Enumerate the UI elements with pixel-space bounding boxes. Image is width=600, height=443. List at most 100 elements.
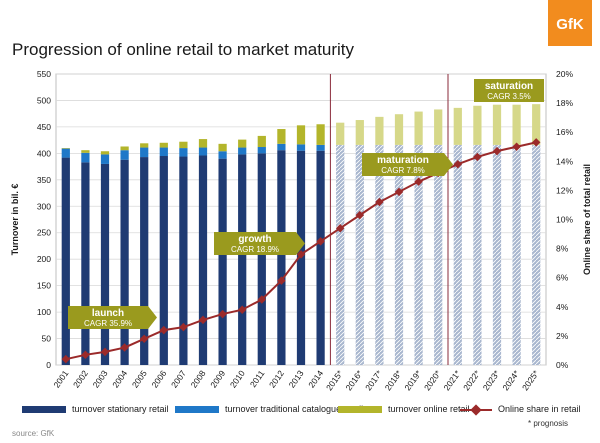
x-tick-label: 2002 <box>71 368 90 389</box>
bar-online <box>100 151 110 155</box>
legend-stationary-swatch <box>22 406 66 414</box>
bar-stationary <box>140 157 149 365</box>
bar-stationary <box>434 150 443 365</box>
legend-online-label: turnover online retail <box>388 404 470 414</box>
x-tick-label: 2018* <box>383 368 404 393</box>
share-marker <box>81 350 90 360</box>
legend-share-swatch <box>460 403 492 416</box>
bar-catalogue <box>434 144 443 151</box>
bar-online <box>414 111 423 145</box>
bar-stationary <box>473 150 482 365</box>
x-tick-label: 2023* <box>481 368 502 393</box>
x-tick-label: 2022* <box>461 368 482 393</box>
bar-catalogue <box>316 144 325 151</box>
bar-catalogue <box>120 150 129 160</box>
phase-name: maturation <box>377 155 429 166</box>
bar-stationary <box>336 150 345 365</box>
bar-stationary <box>238 154 247 365</box>
bar-stationary <box>257 153 266 365</box>
chart: 0 50 100 150 200 250 300 350 400 450 500 550 0% 2% 4% 6… <box>10 69 592 393</box>
bar-online <box>492 104 502 145</box>
share-marker <box>100 347 110 357</box>
bar-online <box>316 124 325 145</box>
bar-catalogue <box>238 147 247 155</box>
y2-tick-label: 14% <box>556 156 573 166</box>
bar-stationary <box>316 150 325 365</box>
bar-catalogue <box>257 147 266 154</box>
bar-catalogue <box>159 147 168 157</box>
x-tick-label: 2013 <box>287 368 306 389</box>
x-tick-label: 2007 <box>169 368 188 389</box>
bar-online <box>81 150 90 153</box>
y2-axis-title: Online share of total retail <box>582 164 592 275</box>
bar-stationary <box>453 150 462 365</box>
x-tick-label: 2019* <box>402 368 423 393</box>
phase-cagr: CAGR 3.5% <box>487 92 531 101</box>
bar-online <box>355 120 364 145</box>
y-tick-label: 350 <box>37 175 51 185</box>
bar-stationary <box>179 156 188 365</box>
bar-catalogue <box>355 144 364 151</box>
x-tick-label: 2010 <box>228 368 247 389</box>
bar-catalogue <box>375 144 384 151</box>
share-marker <box>218 309 227 319</box>
y2-tick-label: 6% <box>556 273 569 283</box>
legend-stationary: turnover stationary retail <box>22 404 169 416</box>
phase-box-saturation <box>474 79 544 102</box>
share-marker <box>139 334 149 344</box>
bar-stationary <box>277 150 286 365</box>
bar-stationary <box>394 150 404 365</box>
legend-share-label: Online share in retail <box>498 404 581 414</box>
x-tick-label: 2015* <box>324 368 345 393</box>
phase-box-arrow <box>148 306 157 329</box>
share-marker <box>394 187 404 197</box>
x-tick-label: 2008 <box>189 368 208 389</box>
bar-stationary <box>218 158 227 365</box>
share-marker <box>453 159 463 169</box>
bar-online <box>453 107 462 145</box>
bar-stationary <box>81 162 90 365</box>
bar-stationary <box>100 163 110 365</box>
bar-online <box>218 143 227 152</box>
phase-box-arrow <box>444 153 453 176</box>
bar-stationary <box>375 150 384 365</box>
y-tick-label: 0 <box>46 360 51 370</box>
bar-stationary <box>159 156 168 365</box>
phase-box-arrow <box>296 232 305 255</box>
share-marker <box>414 177 423 186</box>
bar-online <box>120 146 129 151</box>
phase-cagr: CAGR 35.9% <box>84 319 132 328</box>
y2-tick-label: 18% <box>556 98 573 108</box>
bar-catalogue <box>100 154 110 164</box>
x-tick-label: 2011 <box>248 368 267 389</box>
y-tick-label: 500 <box>37 95 51 105</box>
bar-catalogue <box>532 144 541 151</box>
page-title: Progression of online retail to market m… <box>12 40 355 59</box>
share-marker <box>473 152 482 162</box>
bar-online <box>394 114 404 145</box>
gfk-logo: GfK <box>548 0 592 46</box>
share-marker <box>179 322 188 332</box>
bar-catalogue <box>218 151 227 159</box>
bar-stationary <box>492 150 502 365</box>
bar-catalogue <box>414 144 423 151</box>
x-tick-label: 2004 <box>110 368 129 389</box>
bar-online <box>277 129 286 144</box>
y2-tick-label: 2% <box>556 331 569 341</box>
legend-stationary-label: turnover stationary retail <box>72 404 169 414</box>
y-tick-label: 450 <box>37 122 51 132</box>
x-tick-label: 2017* <box>363 368 384 393</box>
y2-tick-label: 4% <box>556 302 569 312</box>
bar-stationary <box>355 150 364 365</box>
phase-cagr: CAGR 7.8% <box>381 166 425 175</box>
y-tick-label: 100 <box>37 307 51 317</box>
share-marker <box>120 343 129 352</box>
legend-catalogue: turnover traditional catalogue retail <box>175 404 363 416</box>
phase-box-maturation <box>362 153 444 176</box>
bar-stationary <box>532 150 541 365</box>
y2-tick-label: 12% <box>556 185 573 195</box>
y-tick-label: 150 <box>37 281 51 291</box>
bar-online <box>238 139 247 148</box>
x-tick-label: 2001 <box>51 368 70 389</box>
share-marker <box>257 295 267 304</box>
